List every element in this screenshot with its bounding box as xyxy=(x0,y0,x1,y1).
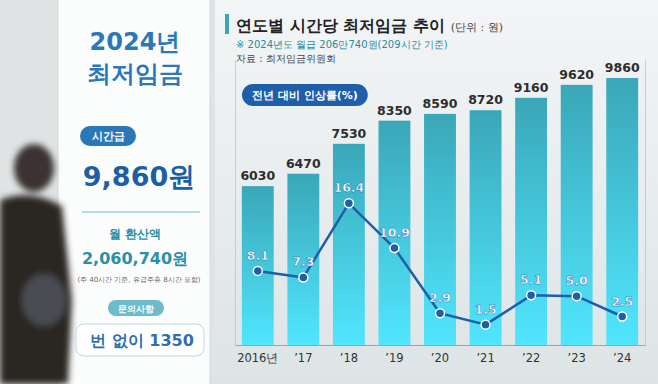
person-head xyxy=(14,144,54,192)
annotation: ※ 2024년도 월급 206만740원(209시간 기준) xyxy=(236,39,448,50)
monthly-label: 월 환산액 xyxy=(109,227,161,241)
x-tick-label: ’20 xyxy=(431,351,449,365)
bar xyxy=(333,144,365,345)
bar xyxy=(379,121,411,345)
data-labels: 6030 6470 7530 8350 8590 8720 9160 9620 9860 8.1 7… xyxy=(240,60,640,317)
line-label: 7.3 xyxy=(292,254,314,269)
person-silhouette xyxy=(0,144,72,384)
line-label: 16.4 xyxy=(333,180,364,195)
bar-label: 8590 xyxy=(423,96,458,111)
hourly-pill xyxy=(80,126,136,146)
line-marker xyxy=(618,312,627,321)
bar-label: 7530 xyxy=(331,126,366,141)
line-marker xyxy=(572,292,581,301)
bar xyxy=(242,186,274,345)
bar xyxy=(561,85,593,345)
bar-label: 6470 xyxy=(286,156,321,171)
x-tick-label: ’19 xyxy=(385,351,403,365)
line-label: 1.5 xyxy=(474,302,496,317)
bar xyxy=(470,110,502,345)
monthly-amount: 2,060,740원 xyxy=(82,249,188,268)
contact-label: 문의사항 xyxy=(118,304,154,314)
y-axis-line xyxy=(235,61,236,346)
y-axis xyxy=(235,61,236,346)
bar-label: 8350 xyxy=(377,103,412,118)
chart-title: 연도별 시간당 최저임금 추이 xyxy=(236,16,445,35)
person-bag xyxy=(22,274,66,326)
bar-label: 9860 xyxy=(605,60,640,75)
line-label: 5.1 xyxy=(520,272,542,287)
hourly-label: 시간급 xyxy=(92,130,125,143)
contact-number: 번 없이 1350 xyxy=(90,331,194,350)
x-tick-label: 2016년 xyxy=(237,351,278,365)
x-tick-label: ’24 xyxy=(613,351,631,365)
line-marker xyxy=(481,320,490,329)
line-label: 2.9 xyxy=(429,290,451,305)
line-label: 5.0 xyxy=(566,273,588,288)
figure: 2024년최저임금시간급 9,860원월 환산액 2,060,740원 (주 40시간… xyxy=(0,0,658,384)
x-tick-label: ’21 xyxy=(476,351,494,365)
bar-label: 9620 xyxy=(559,67,594,82)
legend: 전년 대비 인상률(%) xyxy=(242,84,368,106)
line xyxy=(258,203,622,324)
y2-axis xyxy=(645,61,646,346)
line-label: 8.1 xyxy=(247,248,269,263)
bar xyxy=(606,78,638,345)
poster-rule xyxy=(82,211,200,213)
bar xyxy=(424,114,456,345)
contact-pill xyxy=(108,300,164,316)
poster-title: 2024년 xyxy=(90,28,181,56)
x-tick-label: ’18 xyxy=(340,351,358,365)
monthly-note: (주 40시간 기준, 유급주휴 8시간 포함) xyxy=(77,276,200,284)
person-body xyxy=(0,195,72,384)
line-label: 10.9 xyxy=(379,225,410,240)
x-tick-label: ’17 xyxy=(294,351,312,365)
contact-box xyxy=(76,324,204,356)
chart-panel xyxy=(215,0,658,384)
x-tick-label: ’23 xyxy=(568,351,586,365)
chart-subtitle: (단위 : 원) xyxy=(451,21,503,34)
line-marker xyxy=(253,266,262,275)
line-marker xyxy=(299,273,308,282)
bar-label: 8720 xyxy=(468,92,503,107)
line-label: 2.5 xyxy=(611,294,633,309)
x-axis-line xyxy=(236,345,646,346)
title-accent xyxy=(225,14,229,34)
annotation: 자료 : 최저임금위원회 xyxy=(236,53,336,64)
legend-box xyxy=(242,84,368,106)
plot-marks xyxy=(242,78,638,345)
y2-axis-line xyxy=(645,61,646,346)
poster-texts: 2024년최저임금시간급 9,860원월 환산액 2,060,740원 (주 40시간… xyxy=(76,28,204,356)
bar-label: 6030 xyxy=(240,168,275,183)
x-axis: 2016년 ’17 ’18 ’19 ’20 ’21 ’22 ’23 ’24 xyxy=(236,345,646,365)
line-marker xyxy=(344,199,353,208)
bar xyxy=(515,98,547,345)
legend-label: 전년 대비 인상률(%) xyxy=(252,89,358,102)
poster-panel xyxy=(58,0,210,384)
x-tick-label: ’22 xyxy=(522,351,540,365)
hourly-amount: 9,860원 xyxy=(83,161,195,192)
bar-label: 9160 xyxy=(514,80,549,95)
line-marker xyxy=(390,244,399,253)
line-marker xyxy=(436,309,445,318)
line-marker xyxy=(527,291,536,300)
poster-title: 최저임금 xyxy=(87,60,183,88)
